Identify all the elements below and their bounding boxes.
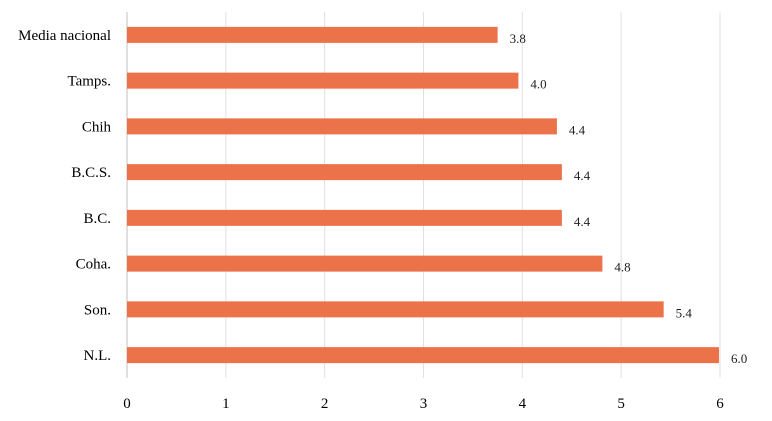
category-label: Coha. [76,257,111,273]
x-tick-label: 5 [617,396,625,412]
data-label: 4.4 [574,168,591,183]
bars [127,26,720,364]
bar [127,118,557,135]
bar [127,72,519,89]
data-label: 4.4 [569,122,586,137]
category-label: Tamps. [67,74,111,90]
category-labels: Media nacional Tamps. Chih B.C.S. B.C. Coha. S… [18,28,111,364]
category-label: B.C. [83,211,111,227]
data-label: 4.8 [614,260,630,275]
bar [127,347,720,364]
category-label: N.L. [84,348,112,364]
category-label: Son. [84,302,111,318]
data-label: 4.0 [530,77,546,92]
bar [127,164,562,181]
data-label: 4.4 [574,214,591,229]
x-tick-label: 2 [321,396,329,412]
data-labels: 3.8 4.0 4.4 4.4 4.4 4.8 5.4 6.0 [510,31,748,366]
x-tick-label: 4 [519,396,527,412]
category-label: Chih [82,119,112,135]
bar [127,255,603,272]
bar [127,26,498,43]
grid-lines [126,12,721,378]
x-tick-label: 1 [222,396,230,412]
x-tick-label: 0 [123,396,131,412]
x-tick-label: 6 [716,396,724,412]
data-label: 5.4 [676,305,693,320]
data-label: 3.8 [510,31,526,46]
bar [127,209,562,226]
data-label: 6.0 [731,351,747,366]
bar [127,301,664,318]
x-tick-label: 3 [420,396,428,412]
category-label: B.C.S. [71,165,111,181]
category-label: Media nacional [18,28,111,44]
x-axis-ticks: 0 1 2 3 4 5 6 [123,396,724,412]
